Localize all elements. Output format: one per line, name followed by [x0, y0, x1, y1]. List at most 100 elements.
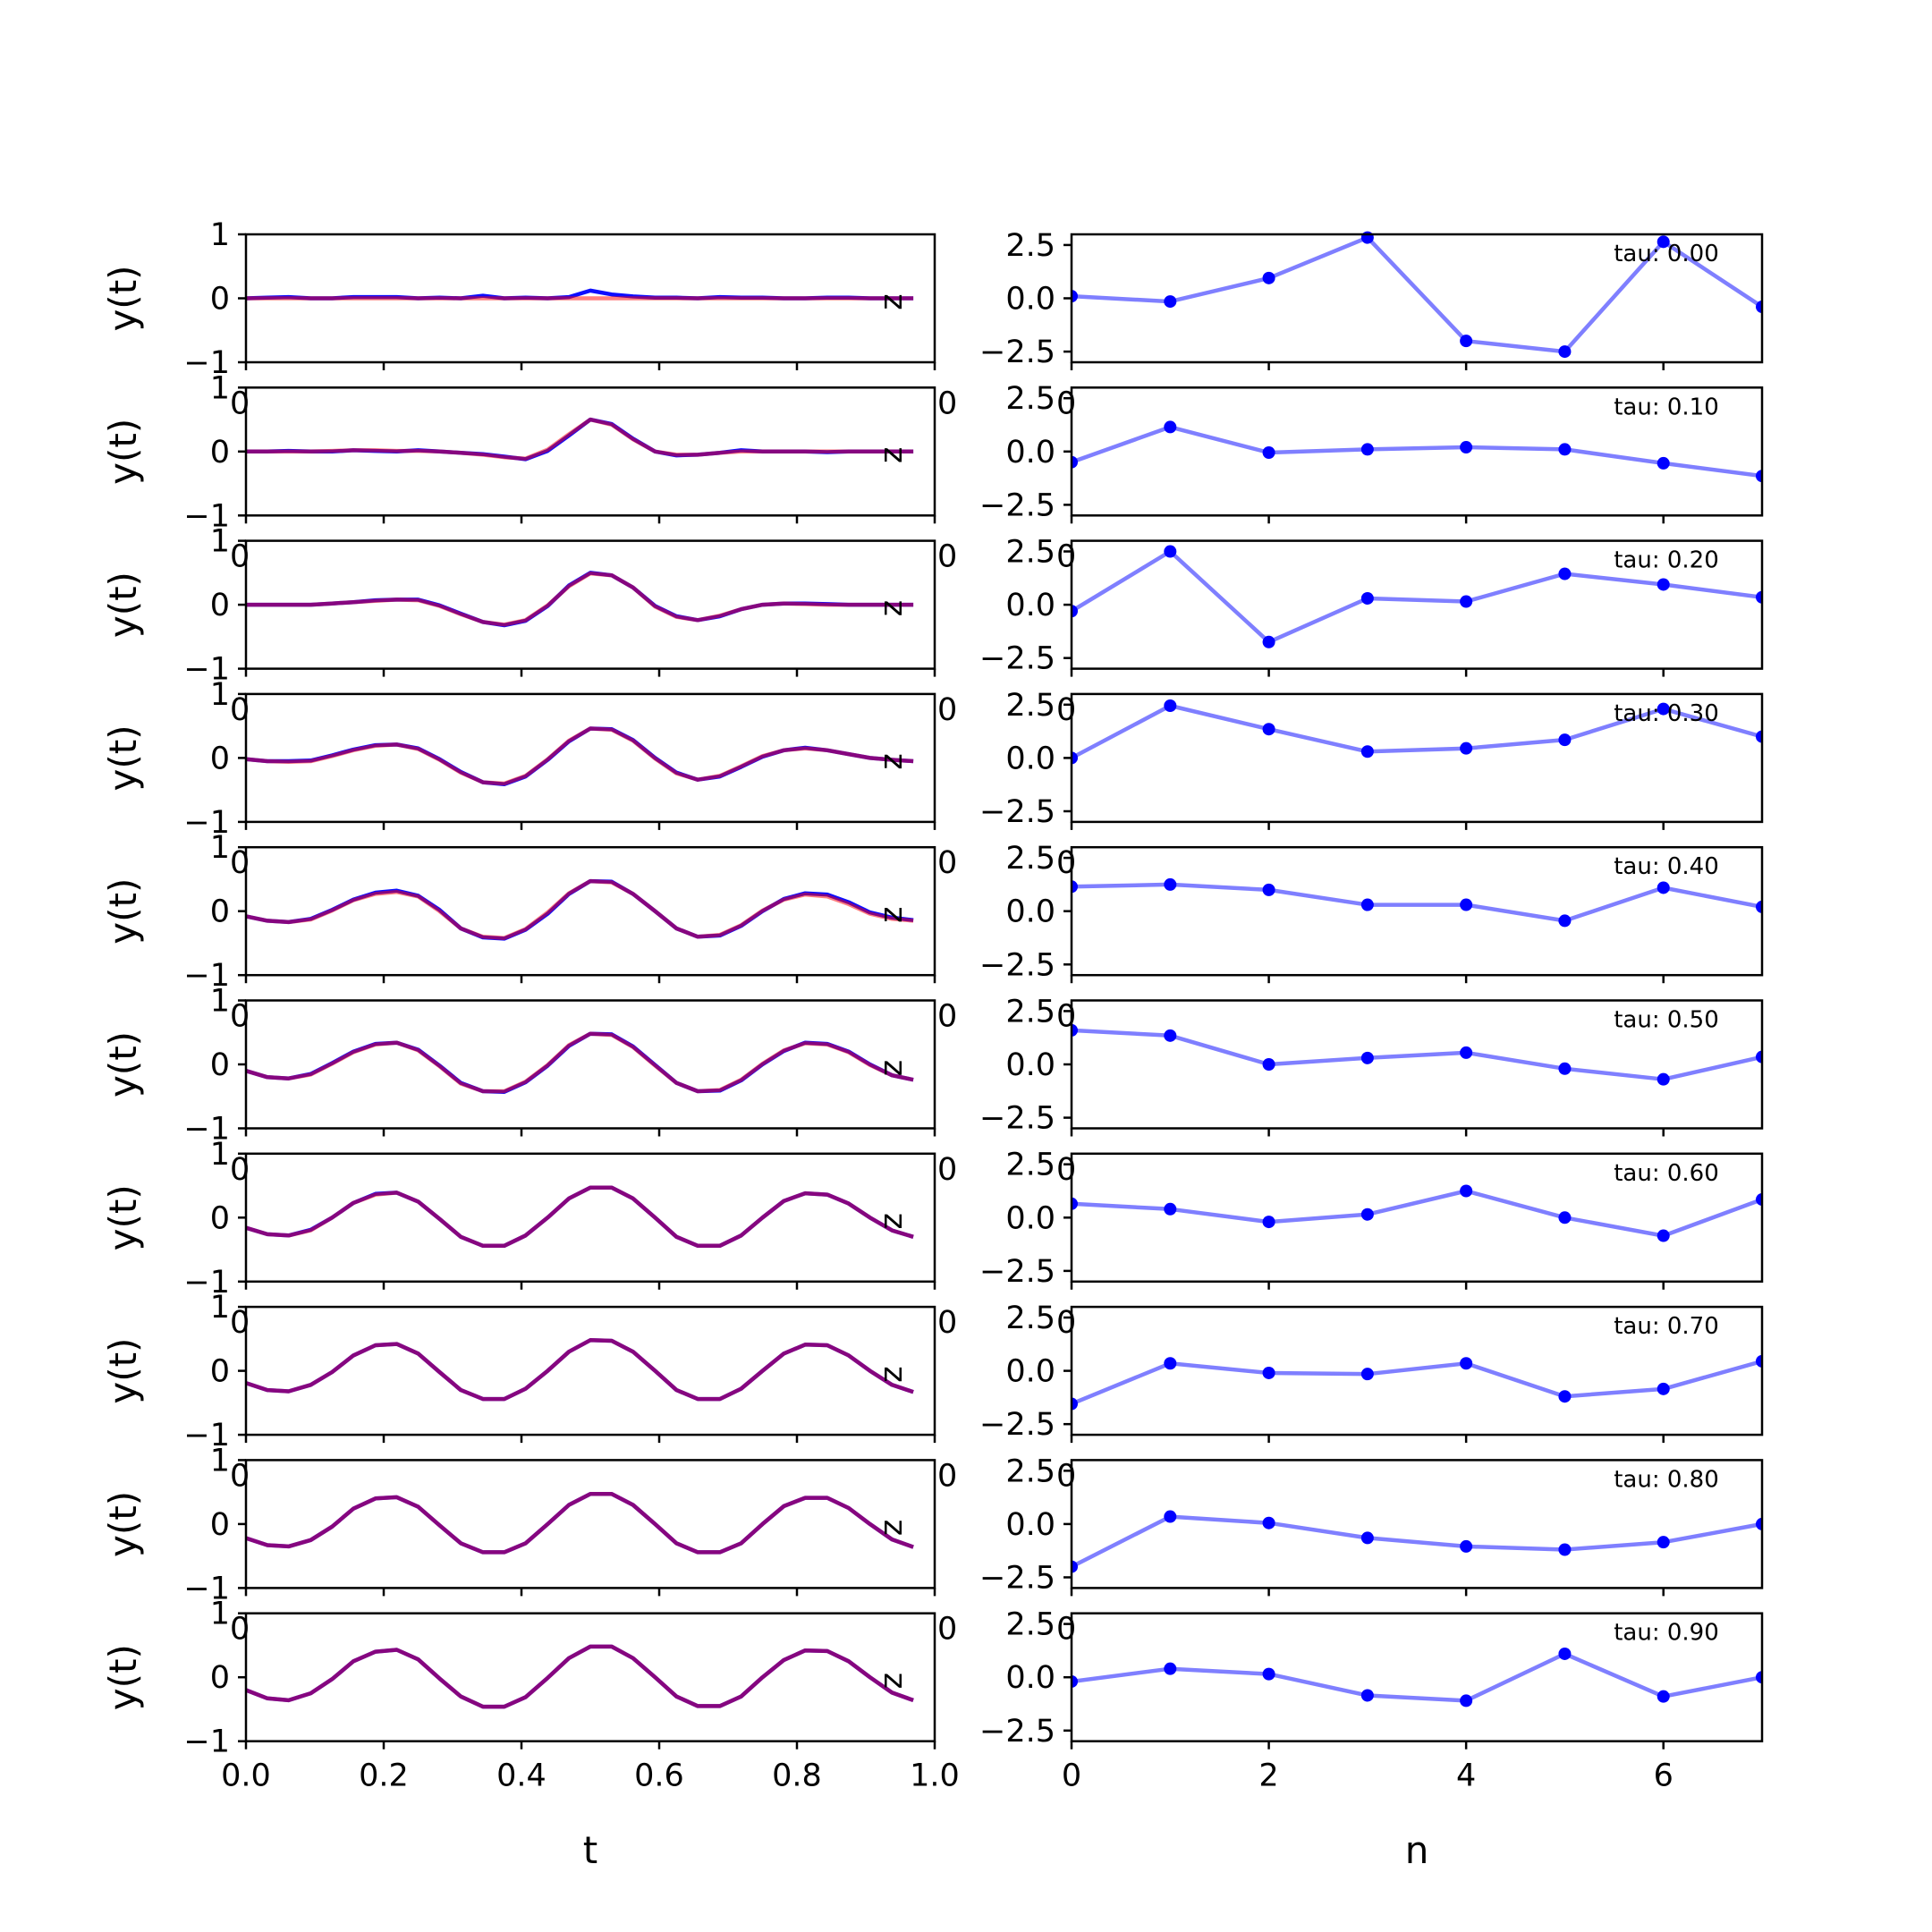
stray-zero-label: 0 — [937, 1458, 957, 1494]
right-axes-frame — [1070, 1459, 1764, 1589]
x-tick-label: 0.2 — [359, 1758, 409, 1794]
coefficient-point — [1164, 1510, 1177, 1523]
y-axis-label: y(t) — [101, 1644, 145, 1710]
coefficient-point — [1360, 1208, 1374, 1221]
y-tick-label: −1 — [183, 652, 230, 688]
y-axis-label: y(t) — [101, 572, 145, 638]
y-tick-label: −1 — [183, 1724, 230, 1760]
stray-zero-label: 0 — [230, 1152, 250, 1188]
coefficient-point — [1262, 1058, 1275, 1071]
tau-label: tau: 0.20 — [1614, 547, 1719, 574]
tau-label: tau: 0.50 — [1614, 1007, 1719, 1034]
coefficient-point — [1460, 1184, 1473, 1198]
coefficient-point — [1657, 1690, 1670, 1703]
coefficient-point — [1558, 1211, 1572, 1224]
coefficient-point — [1072, 1023, 1078, 1037]
coefficient-point — [1460, 1046, 1473, 1059]
coefficient-point — [1360, 745, 1374, 758]
y-axis-label: y(t) — [101, 1338, 145, 1404]
stray-zero-label: 0 — [230, 845, 250, 881]
stray-z-label: z — [874, 907, 910, 923]
coefficient-line — [1072, 235, 1762, 354]
stray-zero-label: 0 — [937, 999, 957, 1035]
coefficient-point — [1657, 1072, 1670, 1086]
y-tick-label: 0 — [210, 588, 230, 623]
y-tick-label: −1 — [183, 1571, 230, 1606]
coefficient-line — [1072, 1359, 1762, 1406]
stray-zero-label: 0 — [230, 999, 250, 1035]
right-subplot: 0 −2.5 0.0 2.5 tau: 0.10 — [979, 381, 1764, 523]
x-tick-label: 4 — [1456, 1758, 1476, 1794]
coefficient-line — [1072, 1514, 1762, 1569]
y-tick-label: 1 — [210, 984, 230, 1020]
right-subplot: 0 −2.5 0.0 2.5 tau: 0.40 — [979, 841, 1764, 983]
coefficient-point — [1360, 231, 1374, 244]
x-tick-label: 0.4 — [496, 1758, 547, 1794]
y-tick-label: 1 — [210, 1137, 230, 1173]
stray-zero-label: 0 — [1056, 845, 1076, 881]
coefficient-point — [1460, 1694, 1473, 1707]
y-tick-label: 0 — [210, 1200, 230, 1236]
coefficient-point — [1072, 880, 1078, 894]
y-tick-label: 0.0 — [1005, 1200, 1055, 1236]
y-tick-label: −2.5 — [979, 641, 1055, 677]
y-tick-label: 0.0 — [1005, 1507, 1055, 1543]
left-axes-frame — [244, 1152, 936, 1284]
y-tick-label: 0.0 — [1005, 894, 1055, 930]
stray-zero-label: 0 — [937, 1612, 957, 1648]
y-tick-label: 2.5 — [1005, 841, 1055, 877]
coefficient-point — [1756, 1354, 1762, 1368]
coefficient-line — [1072, 882, 1762, 923]
coefficient-point — [1072, 751, 1078, 765]
coefficient-point — [1262, 445, 1275, 459]
tau-label: tau: 0.00 — [1614, 241, 1719, 267]
stray-z-label: z — [874, 1673, 910, 1689]
coefficient-point — [1164, 420, 1177, 434]
coefficient-point — [1657, 702, 1670, 716]
right-axes-frame — [1070, 845, 1764, 977]
y-tick-label: −1 — [183, 1265, 230, 1301]
x-tick-label: 0 — [1062, 1758, 1081, 1794]
coefficient-point — [1072, 1197, 1078, 1210]
y-tick-label: −2.5 — [979, 487, 1055, 523]
right-subplot: 0 −2.5 0.0 2.5 tau: 0.30 — [979, 688, 1764, 830]
y-tick-label: −1 — [183, 1112, 230, 1148]
coefficient-line — [1072, 1028, 1762, 1081]
tau-label: tau: 0.10 — [1614, 394, 1719, 420]
coefficient-point — [1360, 1531, 1374, 1545]
coefficient-point — [1657, 578, 1670, 591]
right-axes-frame — [1070, 692, 1764, 824]
y-tick-label: 2.5 — [1005, 1148, 1055, 1183]
coefficient-point — [1657, 1229, 1670, 1242]
y-tick-label: 1 — [210, 1443, 230, 1479]
coefficient-line — [1072, 425, 1762, 479]
stray-zero-label: 0 — [230, 1612, 250, 1648]
y-tick-label: 0.0 — [1005, 1354, 1055, 1390]
y-tick-label: 0.0 — [1005, 282, 1055, 318]
coefficient-point — [1360, 443, 1374, 456]
coefficient-point — [1164, 699, 1177, 713]
coefficient-point — [1558, 443, 1572, 456]
coefficient-point — [1460, 1357, 1473, 1370]
tau-label: tau: 0.80 — [1614, 1466, 1719, 1493]
stray-z-label: z — [874, 1366, 910, 1382]
x-tick-label: 1.0 — [910, 1758, 960, 1794]
coefficient-point — [1558, 914, 1572, 928]
y-axis-label: y(t) — [101, 265, 145, 331]
coefficient-point — [1756, 1050, 1762, 1063]
coefficient-point — [1657, 881, 1670, 894]
coefficient-point — [1756, 470, 1762, 483]
right-subplot: −2.5 0.0 2.5 tau: 0.00 — [979, 228, 1764, 370]
y-tick-label: 1 — [210, 677, 230, 713]
left-axes-frame — [244, 845, 936, 977]
coefficient-point — [1360, 898, 1374, 911]
coefficient-point — [1460, 335, 1473, 348]
y-tick-label: −2.5 — [979, 794, 1055, 830]
stray-zero-label: 0 — [937, 1305, 957, 1341]
